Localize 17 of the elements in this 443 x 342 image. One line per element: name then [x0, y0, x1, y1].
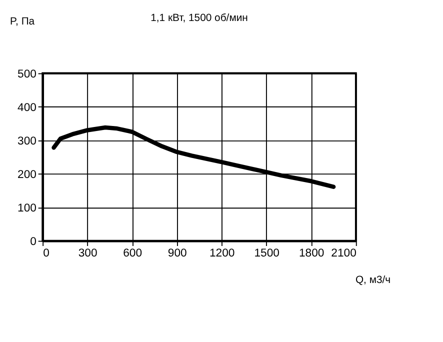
x-tick-label: 2100 — [331, 247, 356, 260]
x-tick-label: 900 — [168, 247, 187, 260]
x-tick-label: 1800 — [299, 247, 324, 260]
y-tick-label: 500 — [18, 68, 36, 81]
x-tick-label: 0 — [43, 247, 50, 260]
y-axis-title: P, Па — [10, 16, 35, 28]
chart-title: 1,1 кВт, 1500 об/мин — [150, 13, 248, 24]
y-tick-label: 300 — [18, 136, 36, 148]
y-tick-label: 400 — [18, 102, 36, 114]
x-tick-label: 1500 — [254, 247, 280, 260]
x-axis-title: Q, м3/ч — [355, 274, 391, 286]
x-tick-label: 300 — [78, 247, 98, 260]
y-tick-label: 0 — [30, 236, 36, 248]
y-tick-label: 100 — [18, 202, 36, 215]
y-tick-label: 200 — [18, 169, 36, 182]
x-tick-label: 1200 — [209, 247, 235, 260]
x-tick-label: 600 — [123, 247, 142, 260]
